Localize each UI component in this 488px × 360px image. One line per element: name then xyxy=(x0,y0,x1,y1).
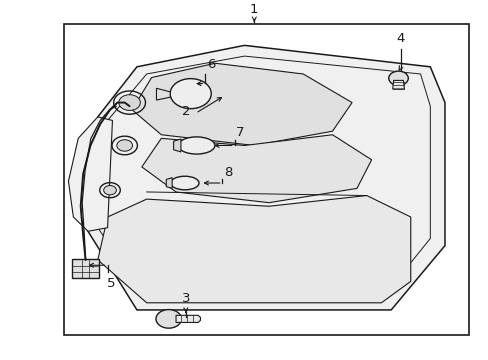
Polygon shape xyxy=(176,315,200,323)
Polygon shape xyxy=(142,135,371,203)
Polygon shape xyxy=(132,63,351,145)
Circle shape xyxy=(156,310,181,328)
Text: 7: 7 xyxy=(236,126,244,139)
Polygon shape xyxy=(166,177,172,188)
Text: 4: 4 xyxy=(396,32,405,45)
Polygon shape xyxy=(156,88,170,100)
Text: 2: 2 xyxy=(181,105,190,118)
Text: 5: 5 xyxy=(107,277,116,290)
Text: 8: 8 xyxy=(224,166,232,179)
Ellipse shape xyxy=(170,176,199,190)
Circle shape xyxy=(119,95,140,111)
Bar xyxy=(63,24,468,335)
Circle shape xyxy=(170,78,211,109)
Circle shape xyxy=(103,185,116,195)
Polygon shape xyxy=(68,117,112,231)
Polygon shape xyxy=(392,80,404,89)
Circle shape xyxy=(117,140,132,151)
Polygon shape xyxy=(88,45,444,310)
Ellipse shape xyxy=(178,137,215,154)
Text: 6: 6 xyxy=(206,58,215,71)
Text: 3: 3 xyxy=(181,292,190,305)
Circle shape xyxy=(388,71,407,85)
FancyBboxPatch shape xyxy=(72,259,99,279)
Polygon shape xyxy=(98,195,410,303)
Text: 1: 1 xyxy=(249,3,258,16)
Polygon shape xyxy=(173,139,181,152)
